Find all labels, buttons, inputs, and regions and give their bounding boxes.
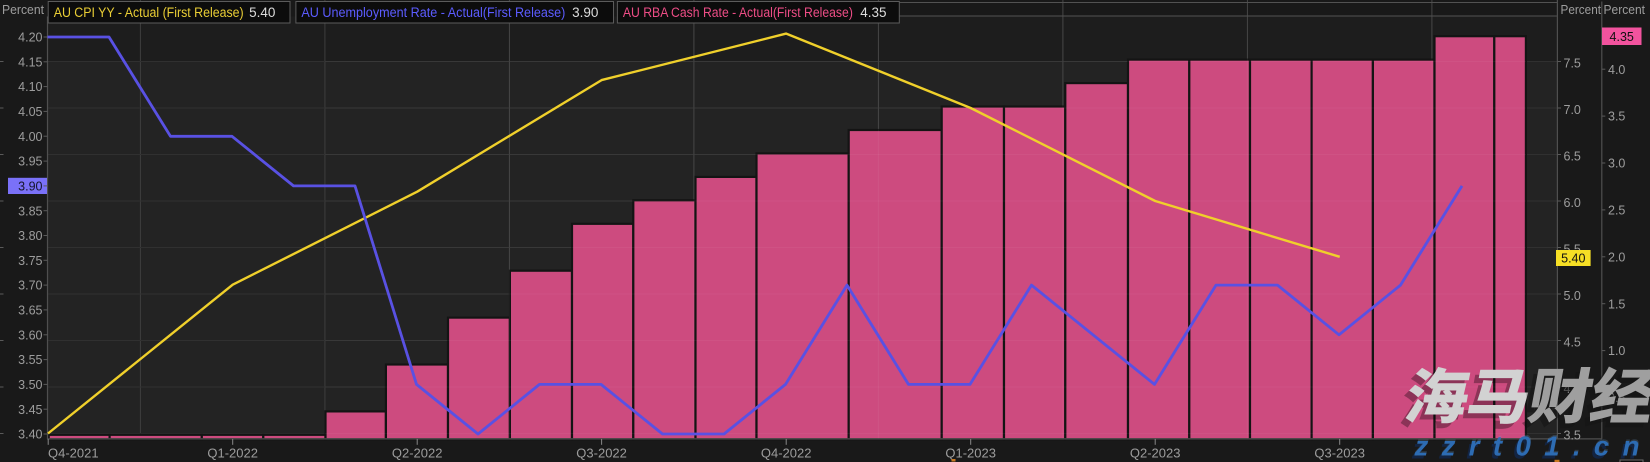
svg-text:4.20: 4.20 bbox=[18, 31, 42, 45]
svg-text:3.0: 3.0 bbox=[1608, 157, 1625, 171]
svg-text:zzrt01.cn: zzrt01.cn bbox=[1414, 431, 1650, 462]
svg-text:5.40: 5.40 bbox=[1561, 252, 1585, 266]
svg-text:3.85: 3.85 bbox=[18, 204, 42, 218]
svg-text:Q3-2022: Q3-2022 bbox=[576, 446, 627, 461]
svg-text:Percent: Percent bbox=[1561, 3, 1602, 17]
svg-text:3.80: 3.80 bbox=[18, 229, 42, 243]
svg-text:AU Unemployment Rate - Actual(: AU Unemployment Rate - Actual(First Rele… bbox=[301, 5, 565, 20]
svg-text:2.0: 2.0 bbox=[1608, 250, 1625, 264]
svg-text:1.0: 1.0 bbox=[1608, 344, 1625, 358]
svg-text:4.05: 4.05 bbox=[18, 105, 42, 119]
svg-text:5.40: 5.40 bbox=[249, 5, 275, 20]
svg-text:6.5: 6.5 bbox=[1564, 150, 1581, 164]
svg-text:3.60: 3.60 bbox=[18, 328, 42, 342]
svg-text:4.5: 4.5 bbox=[1564, 336, 1581, 350]
svg-text:4.0: 4.0 bbox=[1608, 63, 1625, 77]
svg-text:3.55: 3.55 bbox=[18, 353, 42, 367]
svg-text:Q4-2022: Q4-2022 bbox=[761, 446, 812, 461]
svg-text:1.5: 1.5 bbox=[1608, 297, 1625, 311]
svg-text:4.10: 4.10 bbox=[18, 80, 42, 94]
svg-text:AU RBA Cash Rate - Actual(Firs: AU RBA Cash Rate - Actual(First Release) bbox=[623, 5, 853, 20]
svg-text:4.35: 4.35 bbox=[860, 5, 886, 20]
svg-text:Percent: Percent bbox=[1604, 3, 1646, 17]
svg-text:3.90: 3.90 bbox=[18, 180, 42, 194]
svg-text:2.5: 2.5 bbox=[1608, 204, 1625, 218]
svg-text:zzrt01.cn: zzrt01.cn bbox=[1411, 434, 1650, 462]
svg-text:Percent: Percent bbox=[2, 3, 44, 17]
svg-text:zzrt01.cn: zzrt01.cn bbox=[1414, 429, 1650, 460]
svg-text:7.0: 7.0 bbox=[1564, 103, 1581, 117]
svg-text:Q2-2022: Q2-2022 bbox=[392, 446, 443, 461]
svg-text:4.00: 4.00 bbox=[18, 130, 42, 144]
svg-text:3.50: 3.50 bbox=[18, 378, 42, 392]
svg-text:4.15: 4.15 bbox=[18, 55, 42, 69]
svg-text:Q4-2021: Q4-2021 bbox=[48, 446, 99, 461]
svg-text:3.95: 3.95 bbox=[18, 155, 42, 169]
svg-text:Q1-2023: Q1-2023 bbox=[945, 446, 996, 461]
svg-text:3.65: 3.65 bbox=[18, 304, 42, 318]
svg-text:3.90: 3.90 bbox=[572, 5, 598, 20]
svg-text:3.70: 3.70 bbox=[18, 279, 42, 293]
svg-text:3.40: 3.40 bbox=[18, 428, 42, 442]
svg-text:7.5: 7.5 bbox=[1564, 57, 1581, 71]
svg-text:3.5: 3.5 bbox=[1608, 110, 1625, 124]
svg-text:6.0: 6.0 bbox=[1564, 196, 1581, 210]
svg-text:3.45: 3.45 bbox=[18, 403, 42, 417]
svg-text:3.5: 3.5 bbox=[1564, 429, 1581, 443]
svg-text:Q3-2023: Q3-2023 bbox=[1314, 446, 1365, 461]
svg-text:Q1-2022: Q1-2022 bbox=[207, 446, 258, 461]
svg-text:4.35: 4.35 bbox=[1610, 30, 1634, 44]
svg-text:AU CPI YY - Actual (First Rele: AU CPI YY - Actual (First Release) bbox=[54, 5, 244, 20]
svg-text:3.75: 3.75 bbox=[18, 254, 42, 268]
svg-text:Q2-2023: Q2-2023 bbox=[1130, 446, 1181, 461]
svg-text:5.0: 5.0 bbox=[1564, 289, 1581, 303]
